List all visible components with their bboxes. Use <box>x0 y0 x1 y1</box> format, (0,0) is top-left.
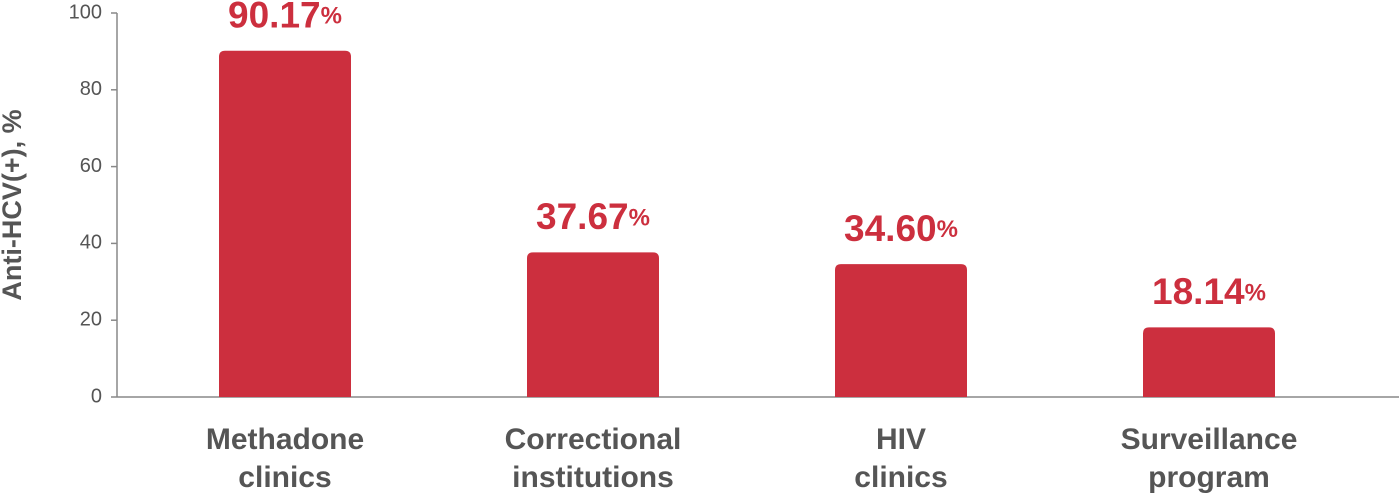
x-tick-label: institutions <box>512 461 674 494</box>
x-tick-label: program <box>1148 461 1270 494</box>
value-unit: % <box>629 205 650 232</box>
value-label: 90.17% <box>228 0 342 36</box>
value-unit: % <box>321 3 342 30</box>
bar <box>219 50 351 398</box>
y-tick-label: 20 <box>80 308 102 330</box>
x-tick-label: clinics <box>238 461 331 494</box>
bar <box>527 252 659 397</box>
x-tick-label: Methadone <box>206 423 364 456</box>
y-tick-label: 100 <box>69 1 102 23</box>
value-label: 37.67% <box>536 196 650 237</box>
x-tick-label: Surveillance <box>1121 423 1298 456</box>
bar <box>1143 327 1275 397</box>
value-unit: % <box>1245 280 1266 307</box>
y-tick-label: 40 <box>80 232 102 254</box>
y-axis-label: Anti-HCV(+), % <box>0 109 27 300</box>
value-unit: % <box>937 216 958 243</box>
y-tick-label: 80 <box>80 78 102 100</box>
y-tick-label: 60 <box>80 155 102 177</box>
value-label: 34.60% <box>844 208 958 249</box>
bar <box>835 264 967 397</box>
x-tick-label: HIV <box>876 423 926 456</box>
x-tick-label: Correctional <box>505 423 682 456</box>
y-tick-label: 0 <box>91 385 102 407</box>
value-label: 18.14% <box>1152 271 1266 312</box>
x-tick-label: clinics <box>854 461 947 494</box>
